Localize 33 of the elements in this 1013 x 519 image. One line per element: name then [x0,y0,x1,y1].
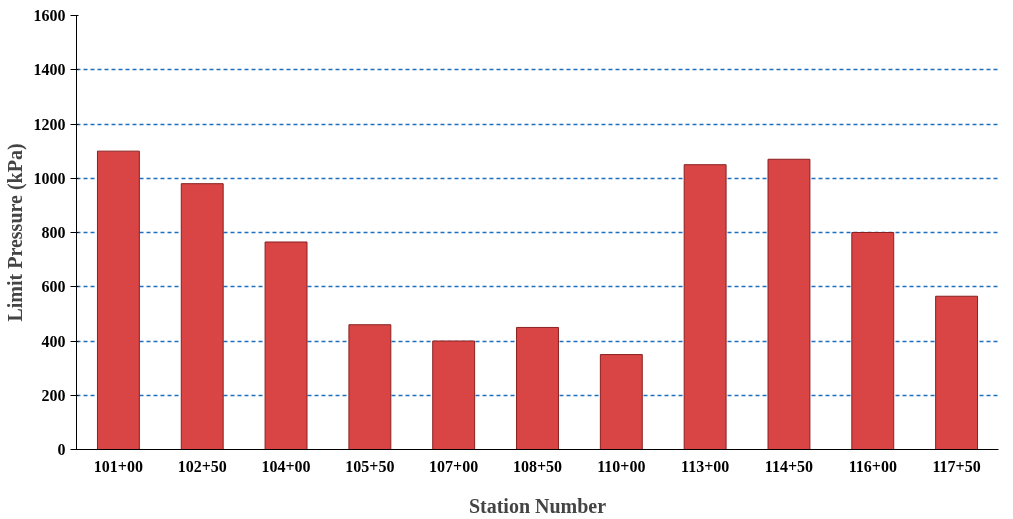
bar [683,164,727,450]
x-tick-label: 110+00 [597,457,646,475]
bar [264,241,308,450]
bar [599,354,643,450]
x-tick-label: 116+00 [848,457,897,475]
y-tick-label: 200 [41,386,66,404]
y-tick-label: 600 [41,278,66,296]
x-tick-label: 114+50 [764,457,814,475]
bar [767,158,811,450]
y-tick-label: 400 [41,332,66,350]
bar [96,150,140,450]
x-tick-label: 105+50 [345,457,395,475]
x-tick-label: 107+00 [429,457,479,475]
y-axis-title: Limit Pressure (kPa) [3,143,27,322]
bar [432,340,476,450]
x-tick-label: 101+00 [93,457,143,475]
bar [348,324,392,450]
y-tick-label: 1200 [33,115,66,133]
bar [180,183,224,450]
x-axis-title: Station Number [468,494,607,517]
bar [516,326,559,450]
y-tick-label: 1000 [33,169,66,187]
y-tick-label: 1600 [33,7,66,24]
x-tick-label: 102+50 [177,457,227,475]
y-tick-label: 1400 [33,61,66,79]
bar [935,295,979,450]
bar [851,232,895,450]
y-tick-label: 0 [57,441,66,458]
x-tick-label: 117+50 [932,457,981,475]
x-tick-label: 113+00 [681,457,730,475]
y-tick-label: 800 [41,224,66,241]
x-tick-label: 108+50 [512,457,563,475]
x-tick-label: 104+00 [261,457,311,475]
